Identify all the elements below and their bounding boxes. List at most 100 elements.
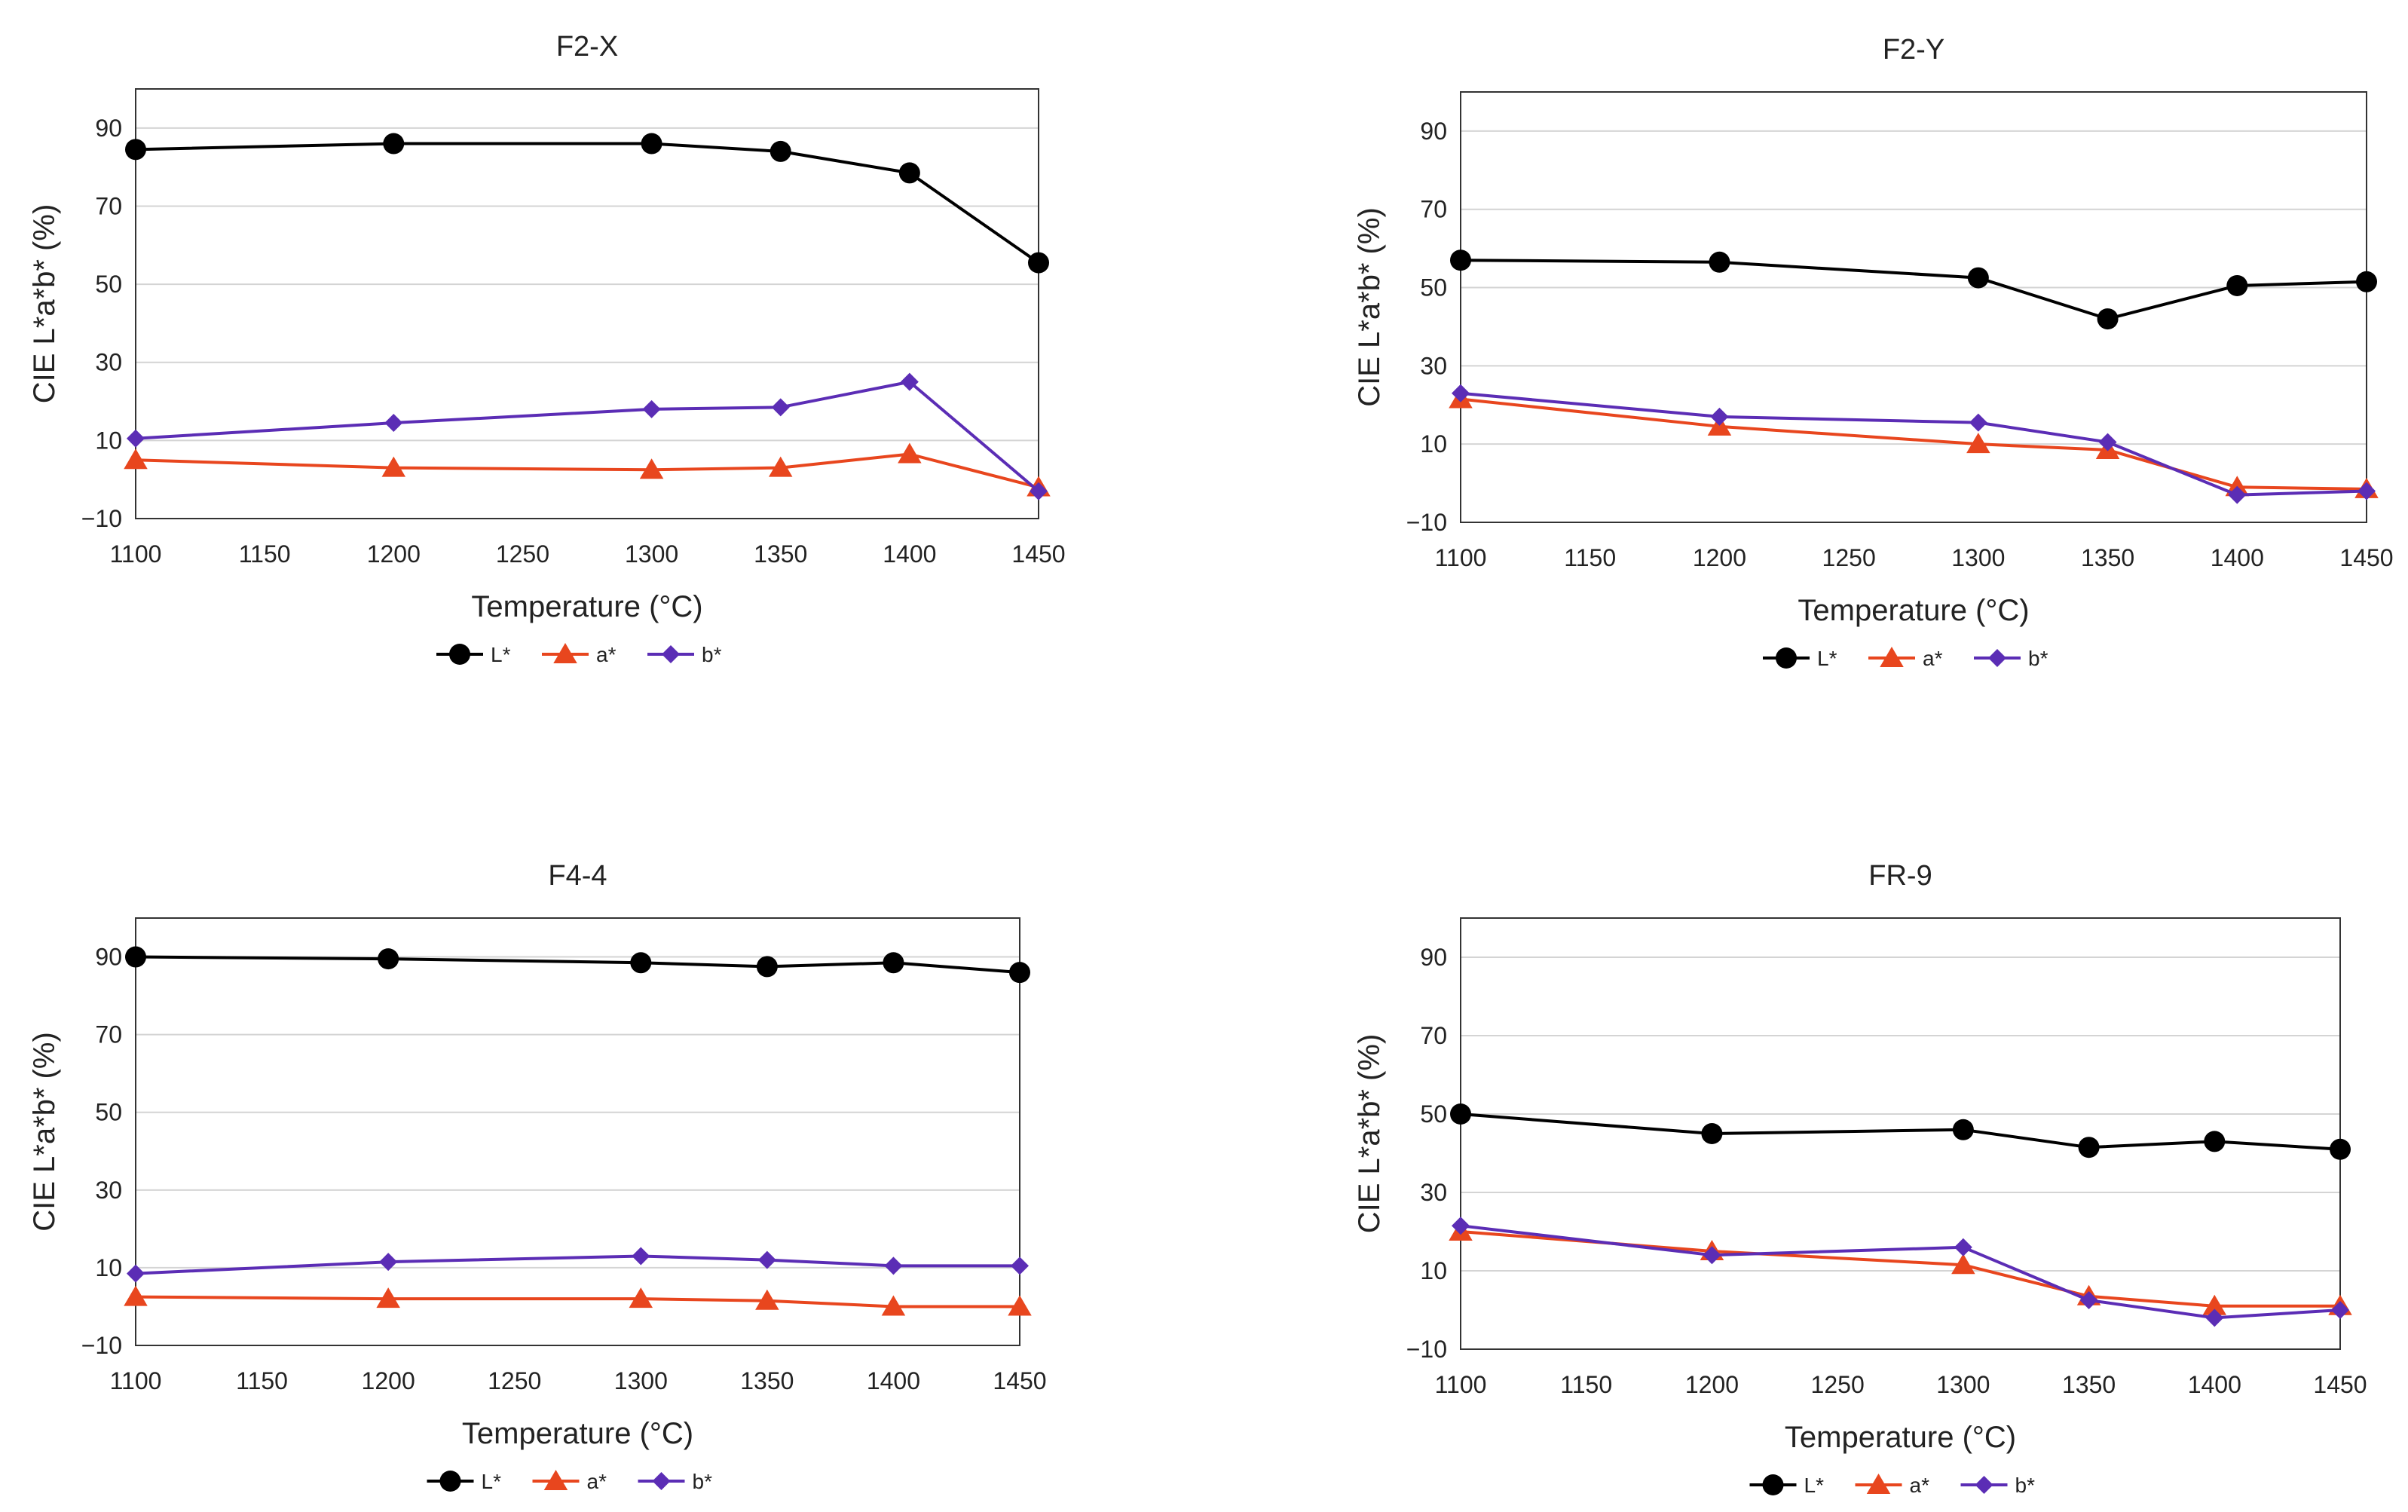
series-line <box>1460 397 2367 491</box>
x-tick-label: 1450 <box>2339 544 2393 571</box>
x-tick-label: 1250 <box>488 1367 541 1394</box>
y-tick-label: 50 <box>95 271 122 298</box>
x-tick-label: 1150 <box>1564 544 1616 571</box>
y-tick-label: 30 <box>95 349 122 376</box>
data-point <box>125 139 146 161</box>
y-tick-label: 90 <box>95 115 122 142</box>
y-tick-label: 70 <box>1420 196 1447 223</box>
data-point <box>1703 1246 1721 1265</box>
legend-label: L* <box>1817 647 1837 670</box>
data-point <box>641 133 662 155</box>
y-tick-label: −10 <box>81 1332 122 1359</box>
x-tick-label: 1400 <box>867 1367 920 1394</box>
y-tick-label: 10 <box>1420 430 1447 458</box>
x-tick-label: 1150 <box>1560 1371 1612 1398</box>
data-point <box>2098 433 2117 451</box>
legend-label: a* <box>1910 1474 1930 1497</box>
y-tick-label: 70 <box>95 1021 122 1048</box>
x-tick-label: 1150 <box>239 540 291 568</box>
legend-marker <box>652 1472 671 1490</box>
data-point <box>898 442 922 464</box>
legend-marker <box>662 645 680 663</box>
series-line <box>135 142 1040 265</box>
data-point <box>127 429 145 448</box>
plot-frame <box>135 917 1020 1346</box>
x-tick-label: 1350 <box>740 1367 794 1394</box>
data-point <box>2356 271 2377 292</box>
x-tick-label: 1450 <box>1011 540 1065 568</box>
data-point <box>2202 1294 2227 1315</box>
series-line <box>1460 259 2367 321</box>
x-tick-label: 1450 <box>2313 1371 2367 1398</box>
x-axis-label: Temperature (°C) <box>1798 594 2029 627</box>
data-point <box>1710 407 1729 426</box>
legend-label: b* <box>693 1470 713 1493</box>
x-tick-label: 1450 <box>993 1367 1046 1394</box>
x-tick-label: 1150 <box>236 1367 288 1394</box>
x-tick-label: 1100 <box>110 540 162 568</box>
legend-marker <box>449 644 470 665</box>
x-tick-label: 1200 <box>367 540 421 568</box>
legend-marker <box>553 643 577 663</box>
data-point <box>1452 1217 1470 1235</box>
plot-frame <box>1460 91 2367 523</box>
legend-label: b* <box>2028 647 2048 670</box>
y-tick-label: 30 <box>95 1177 122 1204</box>
legend-label: L* <box>1804 1474 1825 1497</box>
data-point <box>1452 384 1470 402</box>
data-point <box>384 414 403 433</box>
data-point <box>1952 1119 1974 1140</box>
data-point <box>757 1250 776 1269</box>
series-line <box>135 1254 1020 1275</box>
legend-marker <box>1975 1476 1993 1494</box>
data-point <box>2205 1308 2224 1327</box>
data-point <box>2226 274 2248 296</box>
series-line <box>135 1295 1020 1308</box>
data-point <box>2078 1137 2100 1158</box>
y-tick-label: 90 <box>1420 944 1447 971</box>
y-tick-label: 90 <box>1420 118 1447 145</box>
x-tick-label: 1350 <box>754 540 807 568</box>
data-point <box>756 956 778 978</box>
y-tick-label: 10 <box>95 427 122 454</box>
data-point <box>630 952 652 974</box>
x-tick-label: 1350 <box>2062 1371 2116 1398</box>
y-tick-label: 70 <box>95 192 122 219</box>
data-point <box>1951 1253 1975 1275</box>
data-point <box>2228 485 2247 504</box>
x-axis-label: Temperature (°C) <box>462 1417 693 1450</box>
legend-marker <box>1880 647 1904 667</box>
data-point <box>1028 252 1049 274</box>
y-tick-label: −10 <box>1406 1336 1447 1363</box>
y-tick-label: −10 <box>81 505 122 532</box>
data-point <box>124 448 148 470</box>
data-point <box>1954 1238 1972 1256</box>
y-axis-label: CIE L*a*b* (%) <box>28 204 61 404</box>
data-point <box>1967 267 1989 289</box>
legend-label: L* <box>482 1470 502 1493</box>
data-point <box>898 162 920 184</box>
data-point <box>383 133 405 155</box>
data-point <box>884 1256 903 1275</box>
x-tick-label: 1350 <box>2081 544 2134 571</box>
data-point <box>1969 413 1987 432</box>
x-tick-label: 1200 <box>1685 1371 1739 1398</box>
y-tick-label: 50 <box>95 1099 122 1126</box>
y-tick-label: 50 <box>1420 1100 1447 1128</box>
series-line <box>1460 1113 2341 1151</box>
data-point <box>124 1285 148 1306</box>
plot-frame <box>135 88 1039 519</box>
legend-marker <box>1866 1474 1891 1494</box>
data-point <box>2204 1131 2226 1152</box>
chart-panel: −10 10 30 50 70 90 1100 1150 1200 1250 1300 1350 140… <box>28 860 1047 1493</box>
series-line <box>135 955 1020 975</box>
series-line <box>135 452 1039 489</box>
x-tick-label: 1250 <box>1811 1371 1865 1398</box>
x-tick-label: 1400 <box>883 540 936 568</box>
data-point <box>2330 1138 2351 1160</box>
data-point <box>379 1253 398 1272</box>
data-point <box>771 398 790 417</box>
data-point <box>381 456 406 477</box>
x-tick-label: 1100 <box>1435 544 1487 571</box>
